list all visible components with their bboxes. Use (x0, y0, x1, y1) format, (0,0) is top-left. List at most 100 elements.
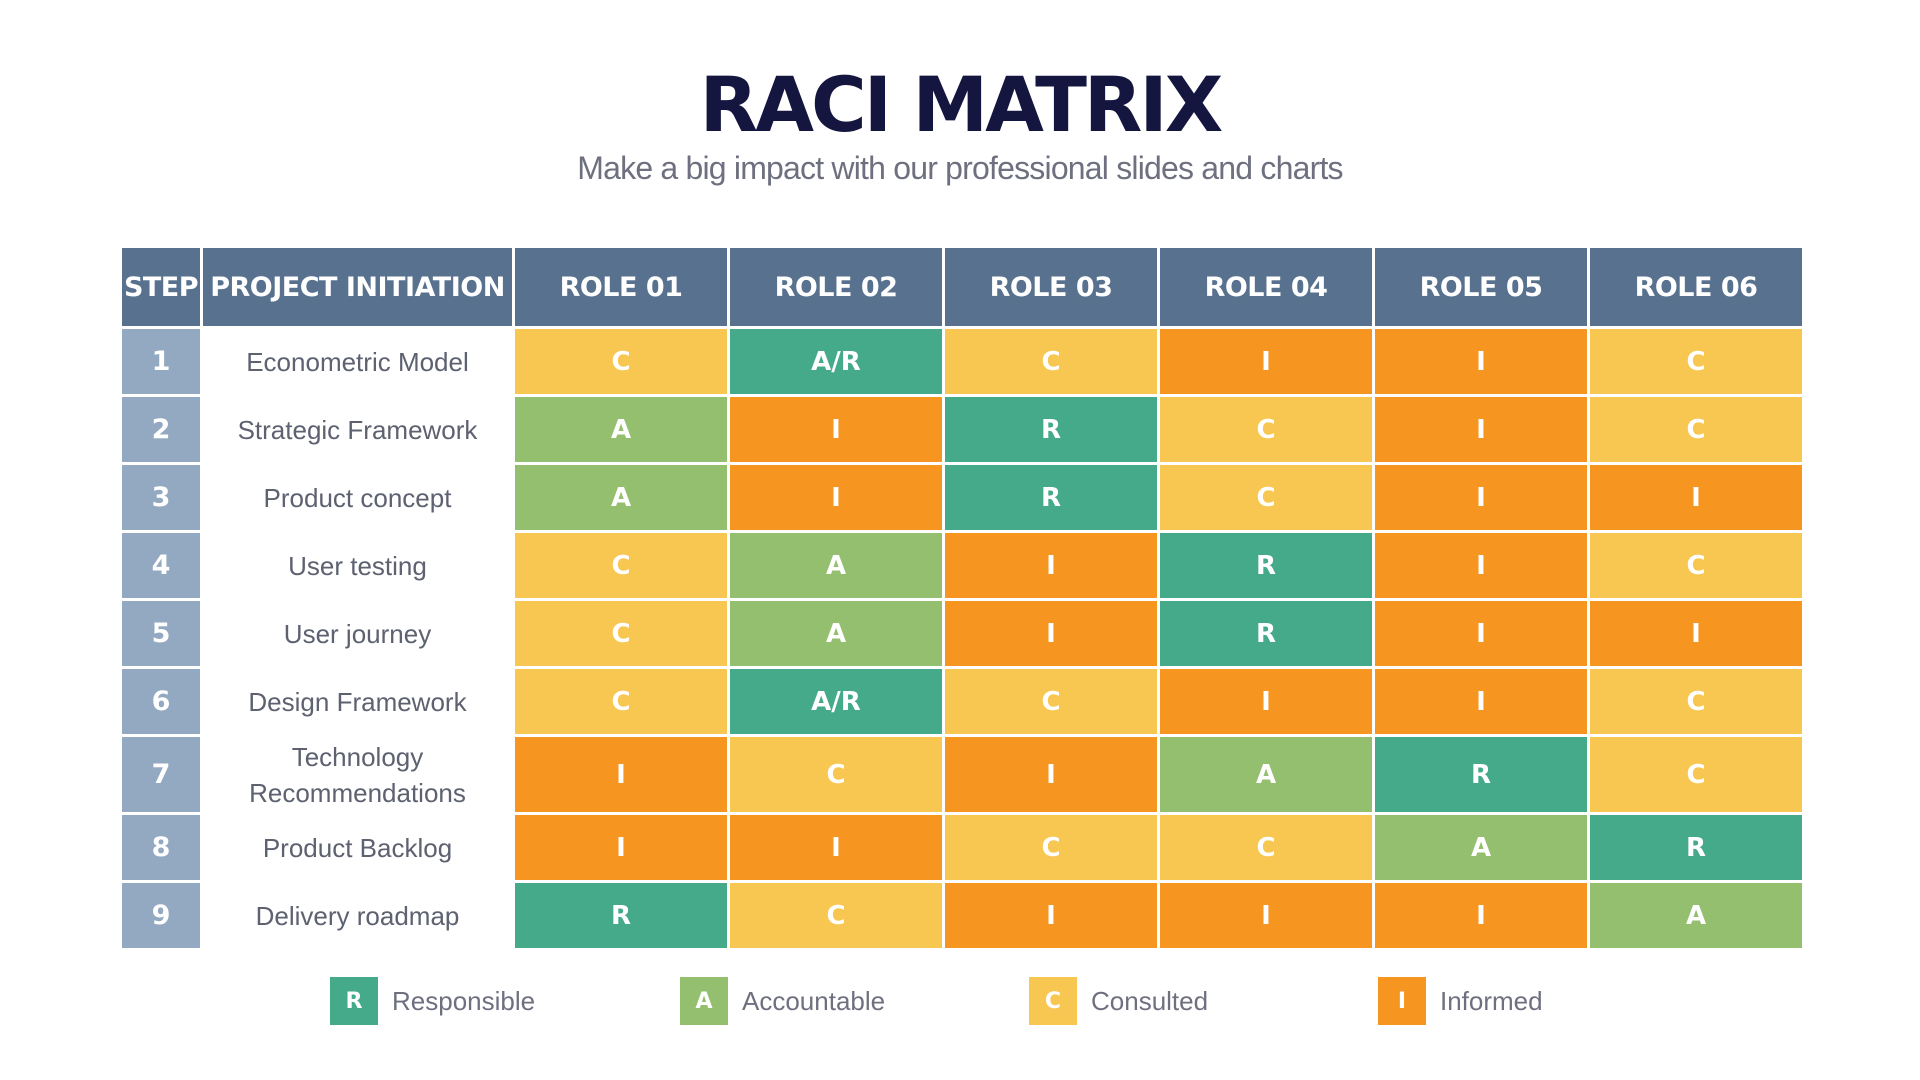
raci-cell: I (730, 815, 942, 880)
raci-cell: A (515, 465, 727, 530)
task-name: Product Backlog (203, 815, 512, 880)
header-role-04: ROLE 04 (1160, 248, 1372, 326)
step-number: 2 (122, 397, 200, 462)
header-role-05: ROLE 05 (1375, 248, 1587, 326)
header-project-initiation: PROJECT INITIATION (203, 248, 512, 326)
raci-cell: C (1590, 669, 1802, 734)
raci-cell: I (1590, 465, 1802, 530)
page-subtitle: Make a big impact with our professional … (577, 150, 1343, 186)
raci-cell: C (515, 601, 727, 666)
raci-cell: I (945, 601, 1157, 666)
legend-label: Informed (1440, 985, 1543, 1016)
legend-item-informed: I Informed (1378, 977, 1543, 1025)
raci-cell: R (1160, 533, 1372, 598)
raci-cell: I (1375, 669, 1587, 734)
raci-cell: I (1375, 883, 1587, 948)
raci-cell: A (1590, 883, 1802, 948)
raci-cell: C (515, 533, 727, 598)
task-name: Econometric Model (203, 329, 512, 394)
legend-swatch: C (1029, 977, 1077, 1025)
header-step: STEP (122, 248, 200, 326)
legend-label: Consulted (1091, 985, 1209, 1016)
table-row: 8 Product Backlog I I C C A R (122, 815, 1802, 880)
raci-cell: I (730, 397, 942, 462)
raci-cell: R (515, 883, 727, 948)
task-name: Product concept (203, 465, 512, 530)
page-title: RACI MATRIX (699, 60, 1224, 149)
header-role-06: ROLE 06 (1590, 248, 1802, 326)
raci-cell: I (1375, 601, 1587, 666)
raci-cell: A (730, 601, 942, 666)
task-name: Strategic Framework (203, 397, 512, 462)
legend-swatch: I (1378, 977, 1426, 1025)
raci-cell: A (1160, 737, 1372, 812)
raci-cell: I (1160, 669, 1372, 734)
header-row: STEP PROJECT INITIATION ROLE 01 ROLE 02 … (122, 248, 1802, 326)
step-number: 7 (122, 737, 200, 812)
step-number: 8 (122, 815, 200, 880)
raci-cell: I (1160, 883, 1372, 948)
legend-label: Responsible (392, 985, 536, 1016)
raci-cell: I (945, 883, 1157, 948)
raci-cell: C (515, 669, 727, 734)
table-row: 1 Econometric Model C A/R C I I C (122, 329, 1802, 394)
table-row: 7 Technology Recommendations I C I A R C (122, 737, 1802, 812)
raci-cell: I (515, 815, 727, 880)
raci-cell: R (945, 465, 1157, 530)
step-number: 1 (122, 329, 200, 394)
raci-cell: I (515, 737, 727, 812)
raci-cell: I (945, 737, 1157, 812)
step-number: 3 (122, 465, 200, 530)
legend-item-responsible: R Responsible (330, 977, 535, 1025)
task-name: User journey (203, 601, 512, 666)
legend-item-consulted: C Consulted (1029, 977, 1208, 1025)
step-number: 5 (122, 601, 200, 666)
raci-cell: A/R (730, 329, 942, 394)
raci-cell: A (1375, 815, 1587, 880)
raci-cell: I (1375, 397, 1587, 462)
raci-cell: A (730, 533, 942, 598)
legend: R Responsible A Accountable C Consulted … (0, 977, 1920, 1025)
raci-cell: C (1160, 465, 1372, 530)
raci-cell: C (945, 669, 1157, 734)
raci-cell: C (1590, 737, 1802, 812)
raci-cell: C (1590, 397, 1802, 462)
legend-swatch: A (680, 977, 728, 1025)
raci-cell: C (730, 737, 942, 812)
table-row: 5 User journey C A I R I I (122, 601, 1802, 666)
legend-label: Accountable (742, 985, 886, 1016)
step-number: 6 (122, 669, 200, 734)
raci-cell: C (515, 329, 727, 394)
raci-cell: A/R (730, 669, 942, 734)
step-number: 4 (122, 533, 200, 598)
table-row: 9 Delivery roadmap R C I I I A (122, 883, 1802, 948)
legend-item-accountable: A Accountable (680, 977, 885, 1025)
raci-cell: I (1375, 329, 1587, 394)
header-role-03: ROLE 03 (945, 248, 1157, 326)
raci-cell: R (1160, 601, 1372, 666)
table-row: 2 Strategic Framework A I R C I C (122, 397, 1802, 462)
raci-table: STEP PROJECT INITIATION ROLE 01 ROLE 02 … (119, 245, 1805, 951)
table-row: 4 User testing C A I R I C (122, 533, 1802, 598)
task-name: Design Framework (203, 669, 512, 734)
raci-cell: I (1375, 533, 1587, 598)
step-number: 9 (122, 883, 200, 948)
header-role-02: ROLE 02 (730, 248, 942, 326)
table-row: 3 Product concept A I R C I I (122, 465, 1802, 530)
task-name: User testing (203, 533, 512, 598)
table-row: 6 Design Framework C A/R C I I C (122, 669, 1802, 734)
raci-cell: C (1160, 397, 1372, 462)
legend-swatch: R (330, 977, 378, 1025)
raci-cell: I (1160, 329, 1372, 394)
task-name: Delivery roadmap (203, 883, 512, 948)
raci-cell: I (730, 465, 942, 530)
raci-cell: C (1590, 533, 1802, 598)
raci-cell: R (945, 397, 1157, 462)
raci-cell: I (945, 533, 1157, 598)
task-name: Technology Recommendations (203, 737, 512, 812)
raci-cell: A (515, 397, 727, 462)
raci-cell: I (1375, 465, 1587, 530)
raci-cell: R (1375, 737, 1587, 812)
header-role-01: ROLE 01 (515, 248, 727, 326)
raci-cell: C (945, 815, 1157, 880)
